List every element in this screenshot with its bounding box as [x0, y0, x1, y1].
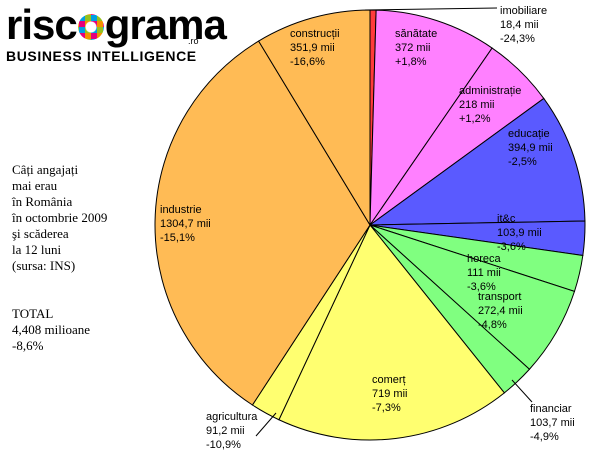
logo-tagline: BUSINESS INTELLIGENCE: [6, 48, 197, 64]
slice-label-transport: transport 272,4 mii -4,8%: [478, 291, 523, 331]
leader-line-imobiliare: [364, 7, 498, 11]
slice-change: -3,6%: [467, 281, 496, 293]
slice-change: +1,2%: [459, 113, 491, 125]
description-line: şi scăderea: [12, 226, 69, 241]
slice-name: industrie: [160, 204, 202, 216]
total-value: 4,408 milioane: [12, 322, 90, 337]
logo-domain: .ro: [188, 36, 199, 46]
slice-name: educație: [508, 128, 550, 140]
slice-value: 372 mii: [395, 42, 430, 54]
slice-value: 394,9 mii: [508, 142, 553, 154]
slice-change: -24,3%: [500, 33, 535, 45]
slice-name: agricultura: [206, 411, 258, 423]
slice-label-financiar: financiar 103,7 mii -4,9%: [530, 403, 575, 443]
description-line: mai erau: [12, 178, 58, 193]
total-label: TOTAL: [12, 306, 54, 321]
description-line: în România: [12, 194, 73, 209]
total-change: -8,6%: [12, 338, 44, 353]
leader-line-agricultura: [255, 412, 277, 437]
slice-label-administrație: administrație 218 mii +1,2%: [459, 85, 521, 125]
slice-value: 111 mii: [467, 267, 501, 279]
slice-name: administrație: [459, 85, 521, 97]
slice-name: comerț: [372, 374, 406, 386]
leader-line-financiar: [511, 379, 533, 403]
description-line: Câți angajați: [12, 162, 79, 177]
description-line: (sursa: INS): [12, 258, 76, 273]
slice-change: -10,9%: [206, 439, 241, 450]
slice-name: sănătate: [395, 28, 437, 40]
slice-label-horeca: horeca 111 mii -3,6%: [467, 253, 502, 293]
description-line: în octombrie 2009: [12, 210, 108, 225]
slice-label-sănătate: sănătate 372 mii +1,8%: [395, 28, 437, 68]
pie-slice-sănătate: [369, 9, 493, 227]
slice-name: financiar: [530, 403, 572, 415]
slice-label-educație: educație 394,9 mii -2,5%: [508, 128, 553, 168]
slice-value: 1304,7 mii: [160, 218, 211, 230]
slice-change: +1,8%: [395, 56, 427, 68]
pie-slice-industrie: [154, 40, 371, 406]
slice-value: 351,9 mii: [290, 42, 335, 54]
slice-label-it&c: it&c 103,9 mii -3,6%: [497, 213, 542, 253]
slice-change: -3,6%: [497, 241, 526, 253]
slice-value: 91,2 mii: [206, 425, 245, 437]
logo-ring-icon: [77, 14, 104, 40]
slice-value: 103,7 mii: [530, 417, 575, 429]
slice-change: -4,9%: [530, 431, 559, 443]
slice-change: -7,3%: [372, 402, 401, 414]
slice-name: horeca: [467, 253, 502, 265]
chart-description: Câți angajați mai erau în România în oct…: [12, 162, 137, 274]
slice-value: 18,4 mii: [500, 19, 539, 31]
slice-label-construcții: construcții 351,9 mii -16,6%: [290, 28, 340, 68]
pie-slice-comerț: [278, 224, 506, 441]
slice-change: -15,1%: [160, 232, 195, 244]
logo-part-2: grama: [104, 1, 227, 48]
logo-part-1: risc: [6, 1, 78, 48]
slice-label-industrie: industrie 1304,7 mii -15,1%: [160, 204, 211, 244]
slice-change: -2,5%: [508, 156, 537, 168]
pie-slice-educație: [368, 97, 586, 226]
logo-wordmark: risc grama: [6, 1, 227, 48]
slice-name: transport: [478, 291, 521, 303]
slice-change: -4,8%: [478, 319, 507, 331]
logo: risc grama .ro BUSINESS INTELLIGENCE: [6, 4, 227, 66]
slice-label-comerț: comerț 719 mii -7,3%: [372, 374, 407, 414]
slice-value: 272,4 mii: [478, 305, 523, 317]
slice-name: imobiliare: [500, 5, 547, 17]
slice-change: -16,6%: [290, 56, 325, 68]
slice-name: construcții: [290, 28, 340, 40]
slice-name: it&c: [497, 213, 516, 225]
slice-label-agricultura: agricultura 91,2 mii -10,9%: [206, 411, 258, 450]
slice-value: 719 mii: [372, 388, 407, 400]
total-block: TOTAL 4,408 milioane -8,6%: [12, 306, 90, 354]
slice-value: 103,9 mii: [497, 227, 542, 239]
description-line: la 12 luni: [12, 242, 62, 257]
slice-label-imobiliare: imobiliare 18,4 mii -24,3%: [500, 5, 547, 45]
slice-value: 218 mii: [459, 99, 494, 111]
